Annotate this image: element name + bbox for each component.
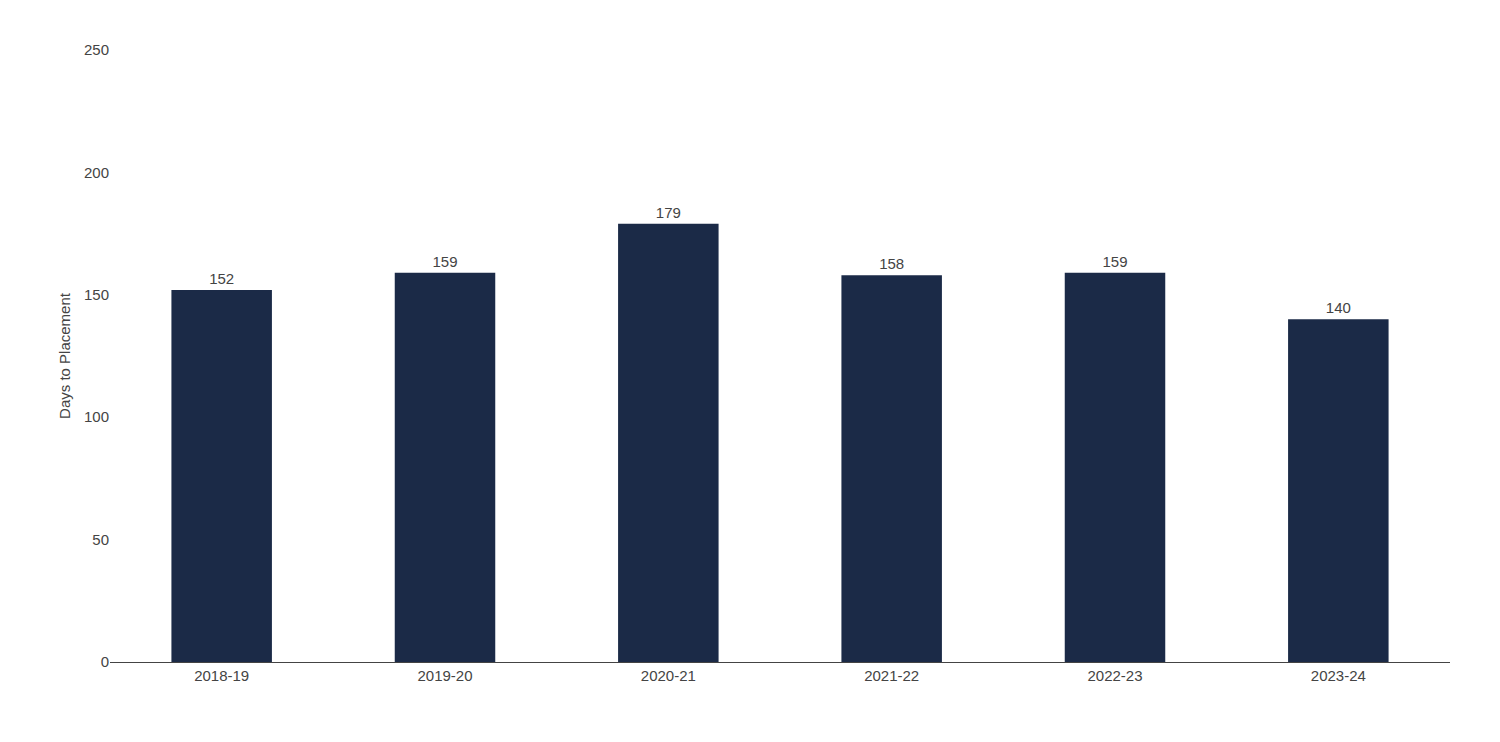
svg-text:2023-24: 2023-24	[1311, 667, 1366, 684]
svg-text:50: 50	[92, 531, 109, 548]
svg-text:159: 159	[1102, 253, 1127, 270]
svg-text:2022-23: 2022-23	[1087, 667, 1142, 684]
svg-text:0: 0	[101, 653, 109, 670]
svg-text:150: 150	[84, 286, 109, 303]
svg-text:140: 140	[1326, 299, 1351, 316]
svg-text:Days to Placement: Days to Placement	[56, 292, 73, 419]
svg-text:200: 200	[84, 164, 109, 181]
svg-text:250: 250	[84, 41, 109, 58]
svg-text:179: 179	[656, 204, 681, 221]
svg-text:2018-19: 2018-19	[194, 667, 249, 684]
svg-text:2021-22: 2021-22	[864, 667, 919, 684]
svg-text:2019-20: 2019-20	[417, 667, 472, 684]
svg-text:100: 100	[84, 408, 109, 425]
svg-text:2020-21: 2020-21	[641, 667, 696, 684]
svg-text:152: 152	[209, 270, 234, 287]
svg-text:159: 159	[432, 253, 457, 270]
svg-text:158: 158	[879, 255, 904, 272]
